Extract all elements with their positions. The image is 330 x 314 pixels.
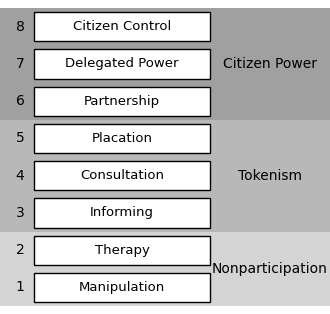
Bar <box>34 236 210 265</box>
Text: Consultation: Consultation <box>80 169 164 182</box>
Bar <box>34 198 210 228</box>
Text: Informing: Informing <box>90 206 154 219</box>
Text: Citizen Control: Citizen Control <box>73 20 171 33</box>
Bar <box>34 12 210 41</box>
Text: 5: 5 <box>16 131 24 145</box>
Text: Therapy: Therapy <box>95 244 149 257</box>
Bar <box>34 124 210 153</box>
Bar <box>34 161 210 190</box>
Text: 6: 6 <box>16 94 24 108</box>
Text: Nonparticipation: Nonparticipation <box>212 262 328 276</box>
Text: Tokenism: Tokenism <box>238 169 302 183</box>
Text: Citizen Power: Citizen Power <box>223 57 317 71</box>
Text: Manipulation: Manipulation <box>79 281 165 294</box>
Text: Placation: Placation <box>91 132 152 145</box>
Bar <box>0 8 330 120</box>
Bar <box>34 49 210 78</box>
Bar <box>0 120 330 231</box>
Bar <box>0 231 330 306</box>
Text: 3: 3 <box>16 206 24 220</box>
Text: 1: 1 <box>16 280 24 295</box>
Text: Delegated Power: Delegated Power <box>65 57 179 70</box>
Text: 4: 4 <box>16 169 24 183</box>
Text: Partnership: Partnership <box>84 95 160 108</box>
Text: 8: 8 <box>16 19 24 34</box>
Bar <box>34 86 210 116</box>
Text: 2: 2 <box>16 243 24 257</box>
Bar <box>34 273 210 302</box>
Text: 7: 7 <box>16 57 24 71</box>
